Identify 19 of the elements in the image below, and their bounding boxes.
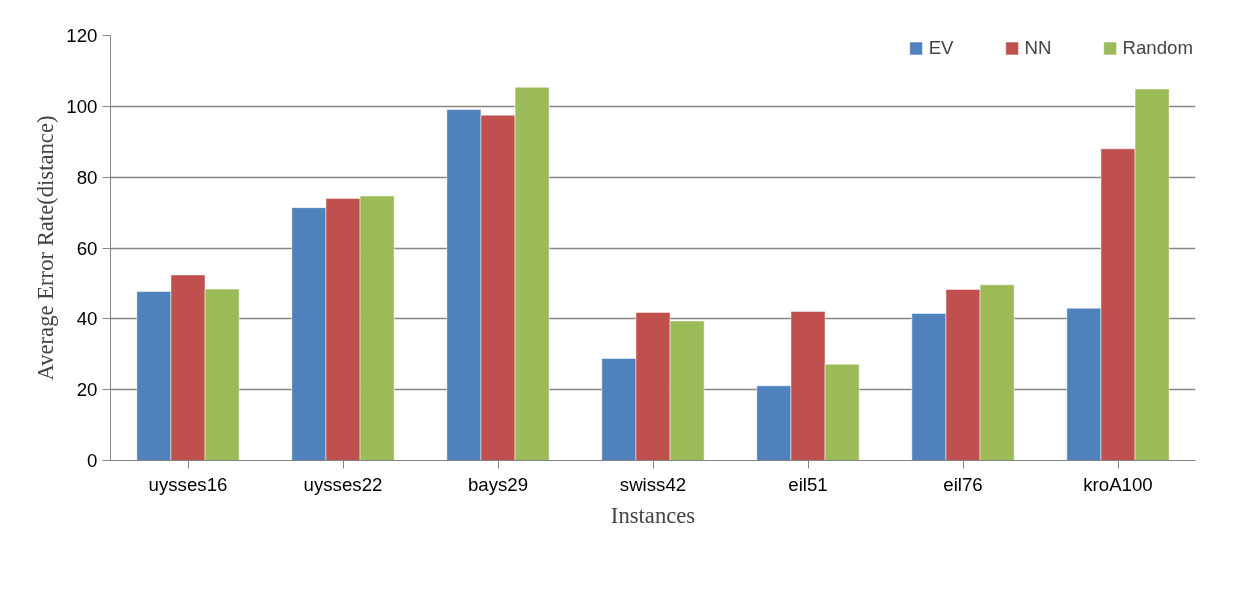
x-tick-label: eil51 [788, 473, 828, 495]
y-tick-label: 60 [76, 237, 98, 259]
x-tick-label: eil76 [943, 473, 983, 495]
legend-label: NN [1024, 37, 1052, 59]
y-axis-title: Average Error Rate(distance) [33, 115, 59, 381]
x-tick-label: swiss42 [619, 473, 687, 495]
legend-label: Random [1122, 37, 1193, 59]
x-axis-title: Instances [610, 502, 696, 528]
y-tick-label: 120 [66, 25, 98, 46]
legend-label: EV [928, 37, 954, 59]
x-tick-label: bays29 [467, 473, 529, 495]
y-tick-label: 0 [87, 450, 98, 471]
y-tick-label: 80 [76, 166, 98, 188]
y-tick-label: 100 [66, 95, 98, 117]
y-tick-label: 20 [76, 379, 98, 401]
y-tick-label: 40 [76, 308, 98, 330]
x-tick-label: uysses16 [148, 473, 228, 495]
x-tick-label: kroA100 [1083, 473, 1153, 495]
x-tick-label: uysses22 [303, 473, 383, 495]
